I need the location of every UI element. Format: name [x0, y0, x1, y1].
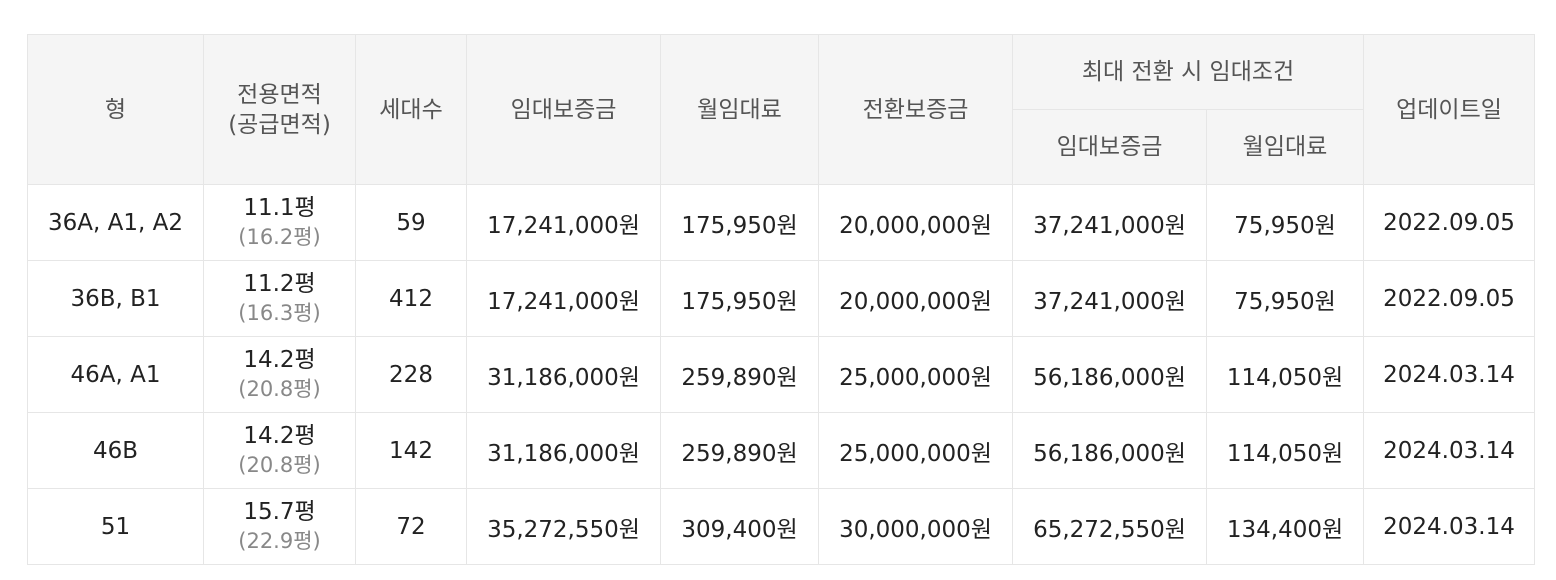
cell-conversion-deposit: 25,000,000원	[818, 412, 1013, 489]
cell-max-deposit: 56,186,000원	[1012, 412, 1207, 489]
cell-area: 11.1평 (16.2평)	[203, 184, 356, 261]
table-header: 형 전용면적 (공급면적) 세대수 임대보증금 월임대료 전환보증금 최대 전환…	[27, 34, 1535, 185]
rental-conditions-table: 형 전용면적 (공급면적) 세대수 임대보증금 월임대료 전환보증금 최대 전환…	[27, 34, 1535, 565]
cell-conversion-deposit: 30,000,000원	[818, 488, 1013, 565]
cell-updated: 2024.03.14	[1363, 412, 1535, 489]
cell-supply-area: (22.9평)	[238, 529, 321, 553]
cell-max-deposit: 56,186,000원	[1012, 336, 1207, 413]
header-type: 형	[27, 34, 204, 185]
cell-updated: 2024.03.14	[1363, 488, 1535, 565]
cell-deposit: 31,186,000원	[466, 336, 661, 413]
header-monthly-rent: 월임대료	[660, 34, 819, 185]
cell-type: 36B, B1	[27, 260, 204, 337]
cell-deposit: 17,241,000원	[466, 260, 661, 337]
cell-conversion-deposit: 20,000,000원	[818, 260, 1013, 337]
table-row: 36A, A1, A2 11.1평 (16.2평) 59 17,241,000원…	[27, 184, 1535, 261]
rental-conditions-table-wrapper: 형 전용면적 (공급면적) 세대수 임대보증금 월임대료 전환보증금 최대 전환…	[27, 34, 1535, 565]
cell-area: 11.2평 (16.3평)	[203, 260, 356, 337]
header-conversion-deposit: 전환보증금	[818, 34, 1013, 185]
cell-deposit: 31,186,000원	[466, 412, 661, 489]
cell-updated: 2024.03.14	[1363, 336, 1535, 413]
cell-exclusive-area: 15.7평	[243, 499, 316, 525]
cell-area: 14.2평 (20.8평)	[203, 336, 356, 413]
cell-supply-area: (16.2평)	[238, 225, 321, 249]
header-row-top: 형 전용면적 (공급면적) 세대수 임대보증금 월임대료 전환보증금 최대 전환…	[27, 34, 1535, 185]
cell-type: 51	[27, 488, 204, 565]
cell-deposit: 17,241,000원	[466, 184, 661, 261]
header-households: 세대수	[355, 34, 467, 185]
cell-conversion-deposit: 25,000,000원	[818, 336, 1013, 413]
header-area-exclusive: 전용면적	[237, 81, 322, 108]
cell-supply-area: (20.8평)	[238, 453, 321, 477]
cell-type: 36A, A1, A2	[27, 184, 204, 261]
cell-conversion-deposit: 20,000,000원	[818, 184, 1013, 261]
cell-households: 59	[355, 184, 467, 261]
cell-households: 72	[355, 488, 467, 565]
cell-max-monthly-rent: 114,050원	[1206, 412, 1364, 489]
cell-monthly-rent: 309,400원	[660, 488, 819, 565]
cell-max-monthly-rent: 75,950원	[1206, 260, 1364, 337]
header-max-deposit: 임대보증금	[1012, 109, 1207, 185]
cell-area: 14.2평 (20.8평)	[203, 412, 356, 489]
cell-max-deposit: 65,272,550원	[1012, 488, 1207, 565]
table-row: 46B 14.2평 (20.8평) 142 31,186,000원 259,89…	[27, 412, 1535, 489]
table-row: 36B, B1 11.2평 (16.3평) 412 17,241,000원 17…	[27, 260, 1535, 337]
cell-monthly-rent: 259,890원	[660, 336, 819, 413]
header-area: 전용면적 (공급면적)	[203, 34, 356, 185]
cell-exclusive-area: 14.2평	[243, 423, 316, 449]
cell-exclusive-area: 11.1평	[243, 195, 316, 221]
table-body: 36A, A1, A2 11.1평 (16.2평) 59 17,241,000원…	[27, 184, 1535, 565]
cell-area: 15.7평 (22.9평)	[203, 488, 356, 565]
header-row-bottom: 임대보증금 월임대료	[28, 109, 1535, 185]
cell-deposit: 35,272,550원	[466, 488, 661, 565]
cell-max-monthly-rent: 75,950원	[1206, 184, 1364, 261]
cell-monthly-rent: 175,950원	[660, 260, 819, 337]
header-area-supply: (공급면적)	[228, 111, 331, 138]
header-updated: 업데이트일	[1363, 34, 1535, 185]
cell-updated: 2022.09.05	[1363, 260, 1535, 337]
table-row: 51 15.7평 (22.9평) 72 35,272,550원 309,400원…	[27, 488, 1535, 565]
cell-max-deposit: 37,241,000원	[1012, 184, 1207, 261]
cell-type: 46B	[27, 412, 204, 489]
cell-households: 142	[355, 412, 467, 489]
cell-monthly-rent: 259,890원	[660, 412, 819, 489]
cell-monthly-rent: 175,950원	[660, 184, 819, 261]
cell-updated: 2022.09.05	[1363, 184, 1535, 261]
header-max-conversion-group: 최대 전환 시 임대조건	[1012, 34, 1364, 110]
header-deposit: 임대보증금	[466, 34, 661, 185]
cell-type: 46A, A1	[27, 336, 204, 413]
header-max-monthly-rent: 월임대료	[1206, 109, 1364, 185]
cell-max-monthly-rent: 114,050원	[1206, 336, 1364, 413]
cell-max-deposit: 37,241,000원	[1012, 260, 1207, 337]
cell-households: 412	[355, 260, 467, 337]
table-row: 46A, A1 14.2평 (20.8평) 228 31,186,000원 25…	[27, 336, 1535, 413]
cell-exclusive-area: 11.2평	[243, 271, 316, 297]
cell-exclusive-area: 14.2평	[243, 347, 316, 373]
cell-households: 228	[355, 336, 467, 413]
cell-supply-area: (20.8평)	[238, 377, 321, 401]
cell-supply-area: (16.3평)	[238, 301, 321, 325]
cell-max-monthly-rent: 134,400원	[1206, 488, 1364, 565]
